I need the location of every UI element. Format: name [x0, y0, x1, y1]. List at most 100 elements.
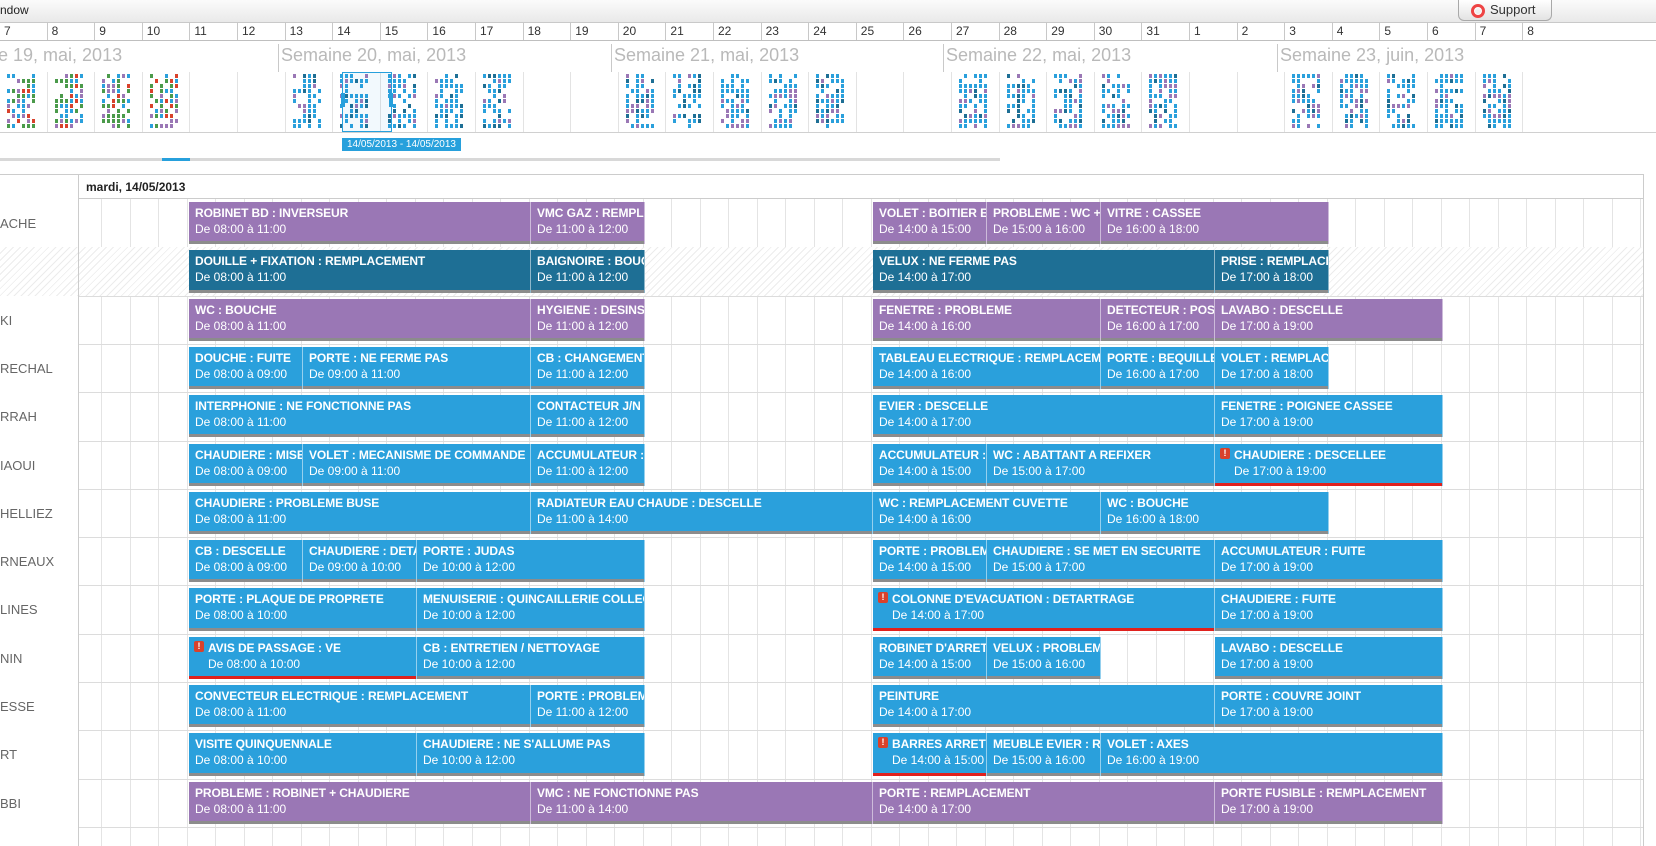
- appointment-block[interactable]: PORTE : PROBLEME De 14:00 à 15:00: [873, 540, 987, 583]
- day-miniature[interactable]: [625, 74, 656, 130]
- appointment-block[interactable]: MEUBLE EVIER : REPRISEDe 15:00 à 16:00: [987, 733, 1101, 776]
- appointment-block[interactable]: DOUCHE : FUITE De 08:00 à 09:00: [189, 346, 303, 390]
- day-number[interactable]: 30: [1098, 24, 1113, 38]
- appointment-block[interactable]: WC : BOUCHE De 08:00 à 11:00: [189, 298, 531, 341]
- appointment-block[interactable]: WC : BOUCHE De 16:00 à 18:00: [1101, 491, 1329, 535]
- appointment-block[interactable]: CB : ENTRETIEN / NETTOYAGE De 10:00 à 12:…: [417, 636, 645, 679]
- day-miniature[interactable]: [1435, 74, 1465, 130]
- appointment-block[interactable]: LAVABO : DESCELLE De 17:00 à 19:00: [1215, 298, 1443, 341]
- day-number[interactable]: 14: [337, 24, 351, 38]
- day-number[interactable]: 16: [432, 24, 446, 38]
- day-miniature[interactable]: [768, 74, 799, 130]
- technician-name[interactable]: KI: [0, 312, 13, 328]
- week-label[interactable]: e 19, mai, 2013: [0, 45, 123, 65]
- appointment-block[interactable]: DETECTEUR : POSE De 16:00 à 17:00: [1101, 298, 1215, 341]
- day-number[interactable]: 17: [480, 24, 494, 38]
- day-number[interactable]: 26: [908, 24, 922, 38]
- day-miniature[interactable]: [816, 74, 846, 130]
- day-miniature[interactable]: [54, 74, 85, 130]
- appointment-block[interactable]: VELUX : PROBLEME De 15:00 à 16:00: [987, 636, 1101, 679]
- day-miniature[interactable]: [292, 74, 323, 130]
- appointment-block[interactable]: ROBINET BD : INVERSEUR De 08:00 à 11:00: [189, 202, 531, 245]
- day-miniature[interactable]: [1149, 74, 1179, 130]
- range-handle-left[interactable]: [341, 93, 345, 107]
- day-number[interactable]: 13: [289, 24, 303, 38]
- day-number[interactable]: 23: [765, 24, 779, 38]
- day-number[interactable]: 29: [1051, 24, 1065, 38]
- overview-strip[interactable]: [0, 72, 1656, 133]
- appointment-block[interactable]: MENUISERIE : QUINCAILLERIE COLLECTIVEDe …: [417, 588, 645, 631]
- day-miniature[interactable]: [721, 74, 751, 130]
- appointment-block[interactable]: ! AVIS DE PASSAGE : VE De 08:00 à 10:00: [189, 636, 417, 679]
- appointment-block[interactable]: CHAUDIERE : NE S'ALLUME PAS De 10:00 à 12…: [417, 733, 645, 776]
- day-number[interactable]: 10: [146, 24, 161, 38]
- day-miniature[interactable]: [483, 74, 513, 130]
- day-number[interactable]: 8: [1527, 24, 1534, 38]
- appointment-block[interactable]: PORTE : JUDAS De 10:00 à 12:00: [417, 540, 645, 583]
- day-number[interactable]: 4: [1336, 24, 1344, 38]
- technician-name[interactable]: ACHE: [0, 216, 37, 231]
- appointment-block[interactable]: FENETRE : POIGNEE CASSEE De 17:00 à 19:00: [1215, 395, 1443, 438]
- day-number[interactable]: 2: [1241, 24, 1249, 38]
- appointment-block[interactable]: LAVABO : DESCELLE De 17:00 à 19:00: [1215, 636, 1443, 679]
- appointment-block[interactable]: ! CHAUDIERE : DESCELLEE De 17:00 à 19:00: [1215, 443, 1443, 486]
- day-number[interactable]: 21: [670, 24, 684, 38]
- day-miniature[interactable]: [1292, 74, 1322, 130]
- day-miniature[interactable]: [673, 74, 703, 130]
- week-label[interactable]: Semaine 22, mai, 2013: [946, 45, 1132, 65]
- support-button[interactable]: Support: [1458, 0, 1552, 21]
- appointment-block[interactable]: VOLET : AXES De 16:00 à 19:00: [1101, 733, 1443, 776]
- week-label[interactable]: Semaine 23, juin, 2013: [1280, 45, 1465, 65]
- appointment-block[interactable]: HYGIENE : DESINSECTISATIONDe 11:00 à 12:…: [531, 298, 645, 341]
- day-number[interactable]: 18: [527, 24, 541, 38]
- technician-name[interactable]: BBI: [0, 795, 21, 811]
- appointment-block[interactable]: PROBLEME : ROBINET + CHAUDIERE De 08:00 à…: [189, 781, 531, 824]
- appointment-block[interactable]: TABLEAU ELECTRIQUE : REMPLACEMENT De 14:0…: [873, 346, 1101, 390]
- technician-name[interactable]: HELLIEZ: [0, 505, 53, 521]
- day-miniature[interactable]: [340, 74, 370, 130]
- appointment-block[interactable]: CHAUDIERE : PROBLEME BUSE De 08:00 à 11:0…: [189, 491, 531, 535]
- appointment-block[interactable]: FENETRE : PROBLEME De 14:00 à 16:00: [873, 298, 1101, 341]
- appointment-block[interactable]: CHAUDIERE : SE MET EN SECURITE De 15:00 à…: [987, 540, 1215, 583]
- day-miniature[interactable]: [7, 74, 37, 130]
- horizontal-scrollbar[interactable]: [0, 158, 1000, 161]
- day-number[interactable]: 3: [1289, 24, 1296, 38]
- appointment-block[interactable]: VISITE QUINQUENNALE De 08:00 à 10:00: [189, 733, 417, 776]
- appointment-block[interactable]: ACCUMULATEUR : FUITE De 17:00 à 19:00: [1215, 540, 1443, 583]
- appointment-block[interactable]: PROBLEME : WC + LAVABO De 15:00 à 16:00: [987, 202, 1101, 245]
- day-number[interactable]: 31: [1146, 24, 1160, 38]
- appointment-block[interactable]: CHAUDIERE : FUITE De 17:00 à 19:00: [1215, 588, 1443, 631]
- day-number[interactable]: 27: [956, 24, 970, 38]
- day-miniature[interactable]: [1054, 74, 1084, 130]
- day-number[interactable]: 1: [1194, 24, 1201, 38]
- day-miniature[interactable]: [959, 74, 989, 130]
- appointment-block[interactable]: EVIER : DESCELLE De 14:00 à 17:00: [873, 395, 1215, 438]
- day-number[interactable]: 15: [384, 24, 399, 38]
- appointment-block[interactable]: RADIATEUR EAU CHAUDE : DESCELLE De 11:00 …: [531, 491, 873, 535]
- appointment-block[interactable]: DOUILLE + FIXATION : REMPLACEMENT De 08:0…: [189, 250, 531, 293]
- day-miniature[interactable]: [1101, 74, 1132, 130]
- day-miniature[interactable]: [102, 74, 132, 130]
- day-number[interactable]: 6: [1432, 24, 1439, 38]
- appointment-block[interactable]: PORTE : PLAQUE DE PROPRETE De 08:00 à 10:…: [189, 588, 417, 631]
- appointment-block[interactable]: CB : DESCELLE De 08:00 à 09:00: [189, 540, 303, 583]
- week-label[interactable]: Semaine 20, mai, 2013: [281, 45, 467, 65]
- technician-name[interactable]: RRAH: [0, 409, 37, 425]
- day-number[interactable]: 9: [99, 24, 106, 38]
- day-number[interactable]: 19: [575, 24, 589, 38]
- appointment-block[interactable]: INTERPHONIE : NE FONCTIONNE PAS De 08:00 …: [189, 395, 531, 438]
- range-handle-right[interactable]: [389, 93, 393, 107]
- day-miniature[interactable]: [1006, 74, 1037, 130]
- schedule-grid[interactable]: ROBINET BD : INVERSEUR De 08:00 à 11:00 VM…: [78, 199, 1643, 846]
- day-miniature[interactable]: [1482, 74, 1513, 130]
- appointment-block[interactable]: VOLET : MECANISME DE COMMANDE De 09:00 à …: [303, 443, 531, 486]
- technician-name[interactable]: ESSE: [0, 699, 35, 714]
- range-selector[interactable]: [341, 72, 393, 132]
- appointment-block[interactable]: PORTE : NE FERME PAS De 09:00 à 11:00: [303, 346, 531, 390]
